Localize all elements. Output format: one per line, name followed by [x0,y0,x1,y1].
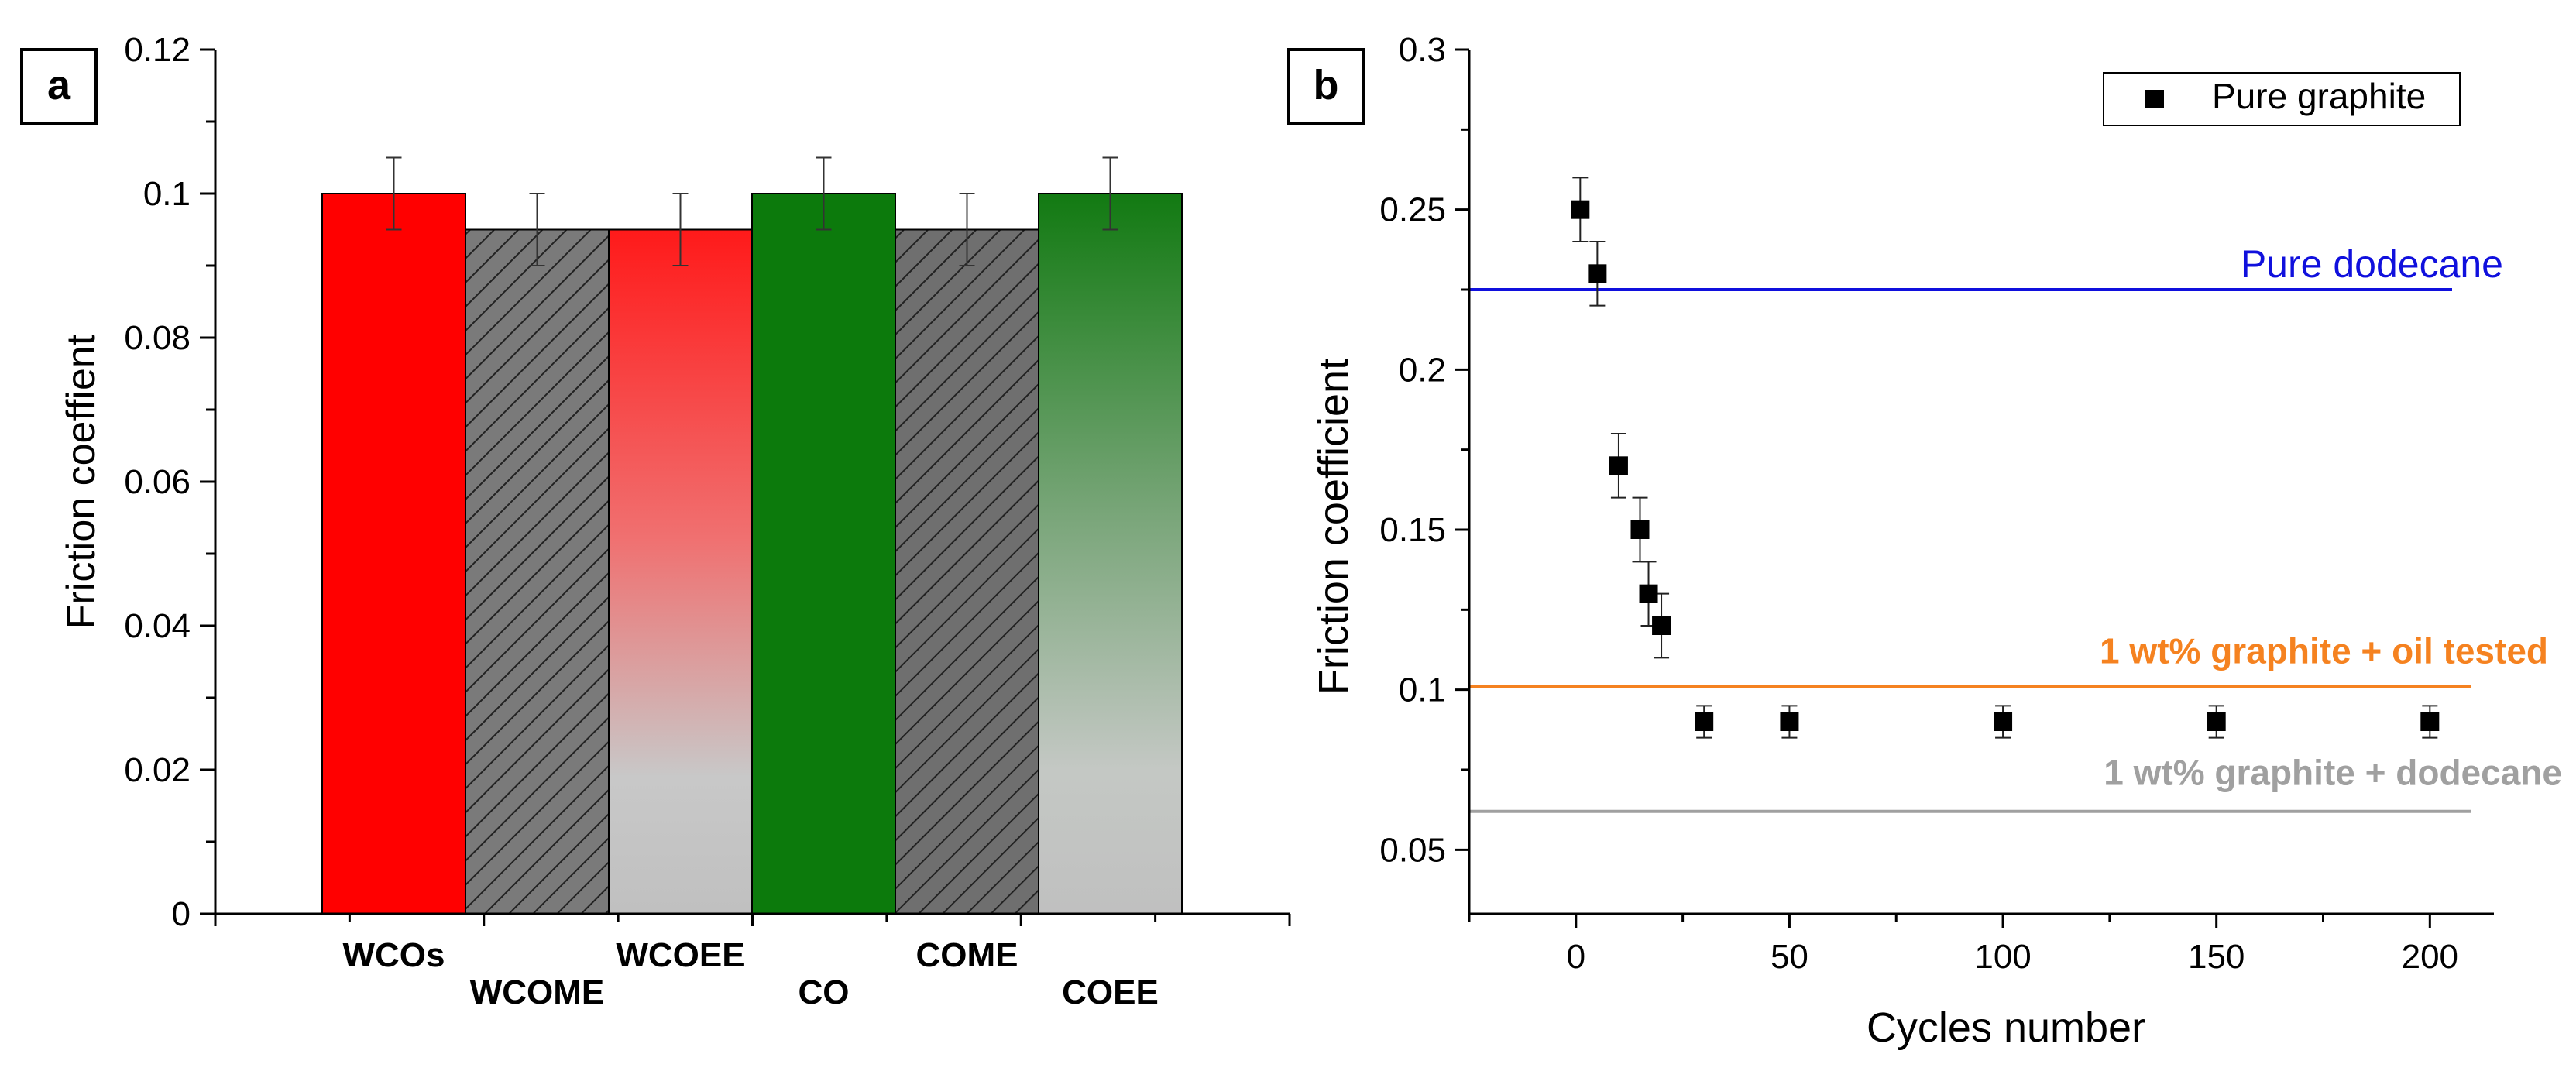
bar-wcome [465,228,610,915]
panel-b-y-tick-label: 0.1 [1399,671,1446,709]
error-bar-come [959,193,975,266]
data-point [1609,456,1628,475]
category-label-come: COME [916,936,1018,974]
bar-co [751,193,896,915]
data-point [2207,712,2226,731]
panel-a-category-labels: WCOs WCOME WCOEE CO COME COEE [343,936,1159,1011]
data-point [1695,712,1714,731]
panel-b-x-tick-label: 0 [1567,938,1585,976]
bar-come [895,228,1039,915]
panel-b-x-tick-label: 50 [1771,938,1808,976]
data-point [1630,520,1650,539]
bar-wcoee [608,228,753,915]
bar-wcos [321,193,466,915]
category-label-wcos: WCOs [343,936,445,974]
data-point [1571,200,1590,219]
panel-a-label-box [20,48,98,125]
reference-label-1-wt-graphite-oil-tested: 1 wt% graphite + oil tested [2100,631,2548,671]
panel-b-legend: Pure graphite [2103,72,2461,126]
panel-a-y-tick-label: 0.08 [124,319,191,357]
panel-b-points [1571,200,2440,731]
panel-a-y-tick-label: 0 [172,895,191,933]
panel-b-x-tick-label: 100 [1974,938,2031,976]
data-point [2420,712,2440,731]
reference-label-1-wt-graphite-dodecane: 1 wt% graphite + dodecane [2104,753,2562,793]
panel-b-y-axis-label: Friction coefficient [1310,359,1357,695]
error-bar-wcome [529,193,545,266]
category-label-wcoee: WCOEE [616,936,744,974]
error-bar-coee [1102,156,1118,231]
panel-b-y-tick-label: 0.15 [1379,511,1446,549]
panel-b-label-box [1287,48,1365,125]
data-point [1652,616,1671,635]
panel-a-label: a [47,62,71,108]
panel-b-y-ticks: 0.05 0.1 0.15 0.2 0.25 0.3 [1379,31,1469,869]
data-point [1588,264,1607,283]
error-bar-co [816,156,832,231]
category-label-coee: COEE [1062,973,1159,1011]
panel-a-bars [321,193,1183,915]
panel-a-y-tick-label: 0.02 [124,751,191,789]
panel-b-x-tick-label: 200 [2402,938,2458,976]
panel-a-error-bars [386,156,1118,266]
panel-b-y-tick-label: 0.25 [1379,191,1446,229]
error-bar-wcos [386,156,402,231]
panel-b-y-tick-label: 0.3 [1399,31,1446,69]
reference-label-pure-dodecane: Pure dodecane [2241,242,2503,286]
panel-a-y-tick-label: 0.12 [124,31,191,69]
legend-entry-pure-graphite: Pure graphite [2212,76,2426,116]
panel-a-y-tick-label: 0.1 [143,175,191,213]
panel-b-y-tick-label: 0.05 [1379,831,1446,869]
panel-a-y-tick-label: 0.04 [124,607,191,645]
panel-b-y-tick-label: 0.2 [1399,351,1446,389]
panel-a-y-axis-label: Friction coeffient [59,334,104,629]
error-bar-wcoee [672,193,689,266]
bar-coee [1038,193,1183,915]
panel-b-scatter-chart: b Pure dodecane 1 wt% graphite + oil test… [1287,31,2562,1051]
category-label-wcome: WCOME [470,973,605,1011]
panel-b-reference-lines: Pure dodecane 1 wt% graphite + oil tested… [1469,242,2562,813]
panel-a-y-tick-label: 0.06 [124,463,191,501]
panel-b-label: b [1314,62,1339,108]
data-point [1639,584,1658,603]
category-label-co: CO [799,973,850,1011]
panel-a-y-ticks: 0 0.02 0.04 0.06 0.08 0.1 0.12 [124,31,1291,933]
panel-b-x-tick-label: 150 [2188,938,2245,976]
data-point [1994,712,2013,731]
panel-b-x-ticks: 0 50 100 150 200 [1468,914,2458,976]
legend-marker-square [2145,90,2164,108]
panel-b-x-axis-label: Cycles number [1867,1004,2145,1051]
data-point [1780,712,1799,731]
panel-a-bar-chart: a 0 0.02 0.04 0.06 0.08 0.1 0.12 WCOs WCOME WCOE… [20,31,1291,1011]
